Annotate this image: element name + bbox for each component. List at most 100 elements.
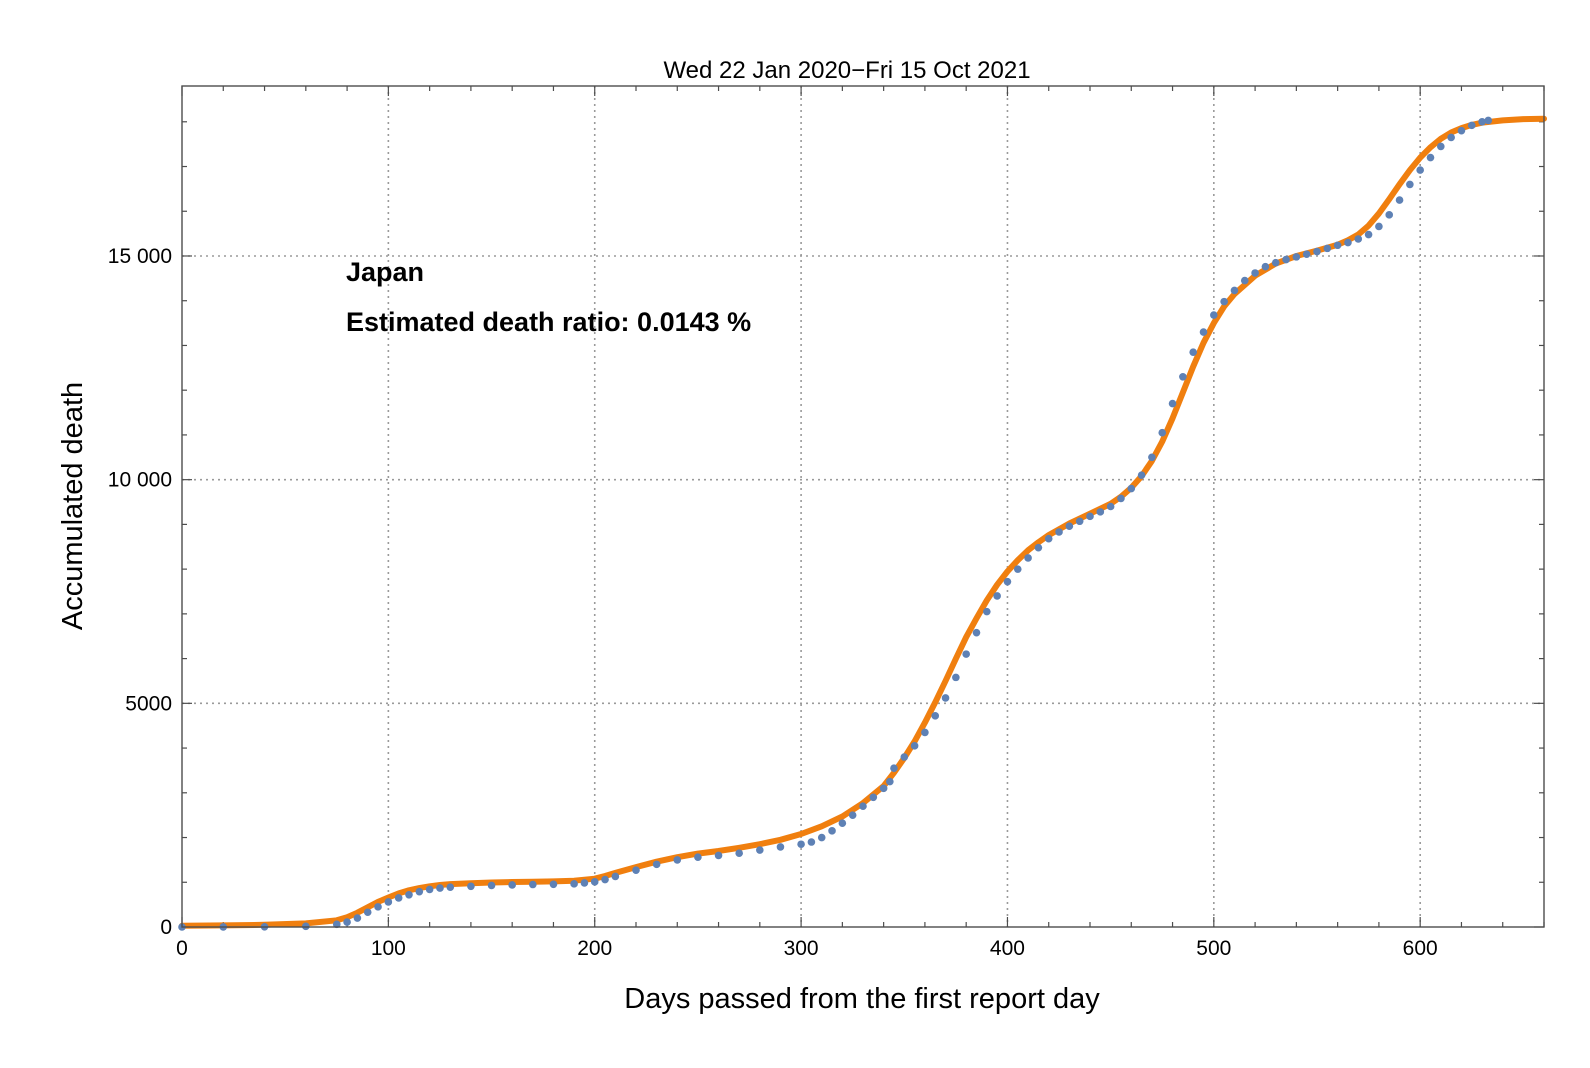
data-point [817, 833, 826, 842]
data-point [1261, 262, 1270, 271]
data-point [1117, 494, 1125, 503]
x-tick-label: 600 [1403, 937, 1438, 960]
data-point [1065, 522, 1074, 530]
data-point [694, 853, 702, 862]
data-point [910, 742, 919, 750]
data-point [1013, 565, 1022, 573]
data-point [1484, 116, 1493, 125]
data-point [343, 918, 351, 926]
annotation-death-ratio: Estimated death ratio: 0.0143 % [346, 307, 751, 337]
data-point [1375, 222, 1383, 231]
data-point [1416, 166, 1424, 174]
minor-ticks [181, 86, 1545, 928]
data-point [1034, 543, 1043, 552]
data-point [828, 827, 836, 835]
data-point [405, 890, 413, 899]
data-point [1148, 453, 1156, 462]
data-point [1220, 297, 1228, 306]
data-point [508, 881, 516, 889]
data-point [436, 884, 444, 892]
data-point [952, 673, 960, 682]
data-point [1096, 508, 1105, 516]
data-point [1003, 577, 1012, 586]
data-point [363, 908, 372, 917]
data-point [1395, 196, 1404, 204]
data-point [1055, 528, 1063, 536]
data-point [890, 764, 898, 772]
data-point [1457, 126, 1466, 135]
x-axis: 0 100 200 300 400 500 600 [176, 937, 1438, 960]
y-tick-label: 5000 [125, 692, 172, 715]
data-point [1137, 471, 1146, 479]
x-tick-label: 0 [176, 937, 188, 960]
y-tick-label: 15 000 [108, 245, 172, 268]
data-point [467, 882, 475, 891]
data-point [1478, 117, 1486, 126]
y-axis: 0 5000 10 000 15 000 [108, 245, 172, 939]
data-point [1364, 230, 1373, 239]
data-point [859, 802, 867, 811]
x-tick-label: 300 [784, 937, 819, 960]
data-point [1292, 253, 1301, 261]
data-point [797, 840, 805, 849]
data-point [1447, 133, 1455, 142]
data-point [570, 880, 578, 888]
data-point [838, 819, 847, 828]
data-point [415, 887, 424, 896]
data-point [632, 866, 640, 874]
data-point [611, 872, 620, 881]
data-point [921, 728, 929, 737]
x-tick-label: 500 [1196, 937, 1231, 960]
data-point [1189, 348, 1197, 356]
data-point [446, 883, 455, 891]
data-point [735, 849, 743, 857]
x-axis-label: Days passed from the first report day [624, 983, 1100, 1015]
x-tick-label: 100 [371, 937, 406, 960]
data-point [900, 753, 909, 761]
data-point [972, 628, 981, 637]
annotation-country: Japan [346, 257, 424, 287]
chart-title: Wed 22 Jan 2020−Fri 15 Oct 2021 [663, 57, 1030, 84]
data-point [848, 811, 857, 819]
data-point [590, 878, 599, 886]
data-point [487, 881, 496, 890]
data-point [1199, 328, 1208, 336]
data-point [652, 860, 661, 869]
plot-frame [181, 85, 1545, 928]
data-point [1313, 247, 1321, 256]
data-point [931, 712, 940, 720]
data-point [1024, 554, 1032, 562]
data-point [807, 838, 816, 846]
data-point [1158, 428, 1167, 437]
data-point [1127, 484, 1136, 493]
data-point [332, 920, 341, 929]
data-point [776, 843, 785, 851]
data-point [1302, 250, 1311, 258]
data-point [1344, 238, 1352, 247]
data-point [394, 894, 403, 902]
data-point [1168, 399, 1177, 408]
data-point [1075, 517, 1084, 526]
data-point [353, 914, 362, 922]
data-point [1179, 372, 1187, 381]
data-point [993, 592, 1001, 600]
data-point [1106, 502, 1115, 511]
data-point [601, 875, 609, 884]
data-point [886, 777, 894, 786]
data-point [1044, 534, 1053, 543]
data-point [879, 784, 888, 793]
x-tick-label: 200 [577, 937, 612, 960]
data-point [580, 879, 589, 887]
data-points-layer [178, 116, 1493, 931]
data-point [425, 885, 434, 894]
data-point [384, 898, 393, 906]
data-point [1467, 121, 1476, 130]
data-point [1251, 269, 1259, 277]
data-point [1086, 512, 1094, 521]
data-point [1354, 235, 1363, 243]
data-point [374, 903, 382, 911]
data-point [1406, 180, 1414, 189]
y-tick-label: 0 [160, 916, 172, 939]
data-point [941, 694, 950, 702]
